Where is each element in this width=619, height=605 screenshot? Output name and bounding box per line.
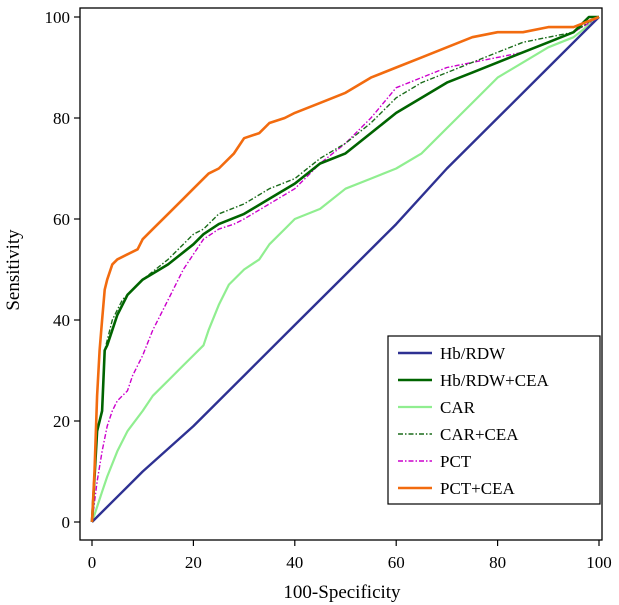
x-axis-label: 100-Specificity	[283, 582, 401, 603]
x-tick-label: 80	[489, 553, 506, 572]
series-line-car-cea	[91, 16, 600, 523]
y-tick-label: 20	[53, 412, 70, 431]
legend-label: CAR	[440, 398, 476, 417]
axes: 0 20 40 60 80 100 0 20 40 60 80 100	[45, 7, 612, 572]
x-tick-label: 40	[286, 553, 303, 572]
y-tick-label: 60	[53, 210, 70, 229]
x-tick-label: 0	[88, 553, 97, 572]
x-tick-label: 20	[185, 553, 202, 572]
series-line-pct-cea	[90, 15, 600, 523]
series-layer	[90, 15, 600, 523]
y-tick-label: 100	[45, 8, 71, 27]
plot-frame	[79, 7, 603, 541]
legend-label: PCT+CEA	[440, 479, 515, 498]
legend-label: Hb/RDW	[440, 344, 506, 363]
y-tick-label: 40	[53, 311, 70, 330]
y-tick-label: 80	[53, 109, 70, 128]
x-tick-label: 100	[586, 553, 612, 572]
legend-label: Hb/RDW+CEA	[440, 371, 549, 390]
legend-box	[387, 335, 601, 505]
legend-label: CAR+CEA	[440, 425, 519, 444]
legend-label: PCT	[440, 452, 472, 471]
y-axis-label: Sensitivity	[3, 229, 24, 311]
y-tick-label: 0	[62, 513, 71, 532]
x-tick-label: 60	[388, 553, 405, 572]
legend: Hb/RDW Hb/RDW+CEA CAR CAR+CEA PCT PCT+CEA	[387, 335, 601, 505]
series-line-car	[90, 16, 600, 523]
series-line-hb-rdw-cea	[90, 15, 599, 523]
series-line-hb-rdw	[91, 16, 600, 523]
